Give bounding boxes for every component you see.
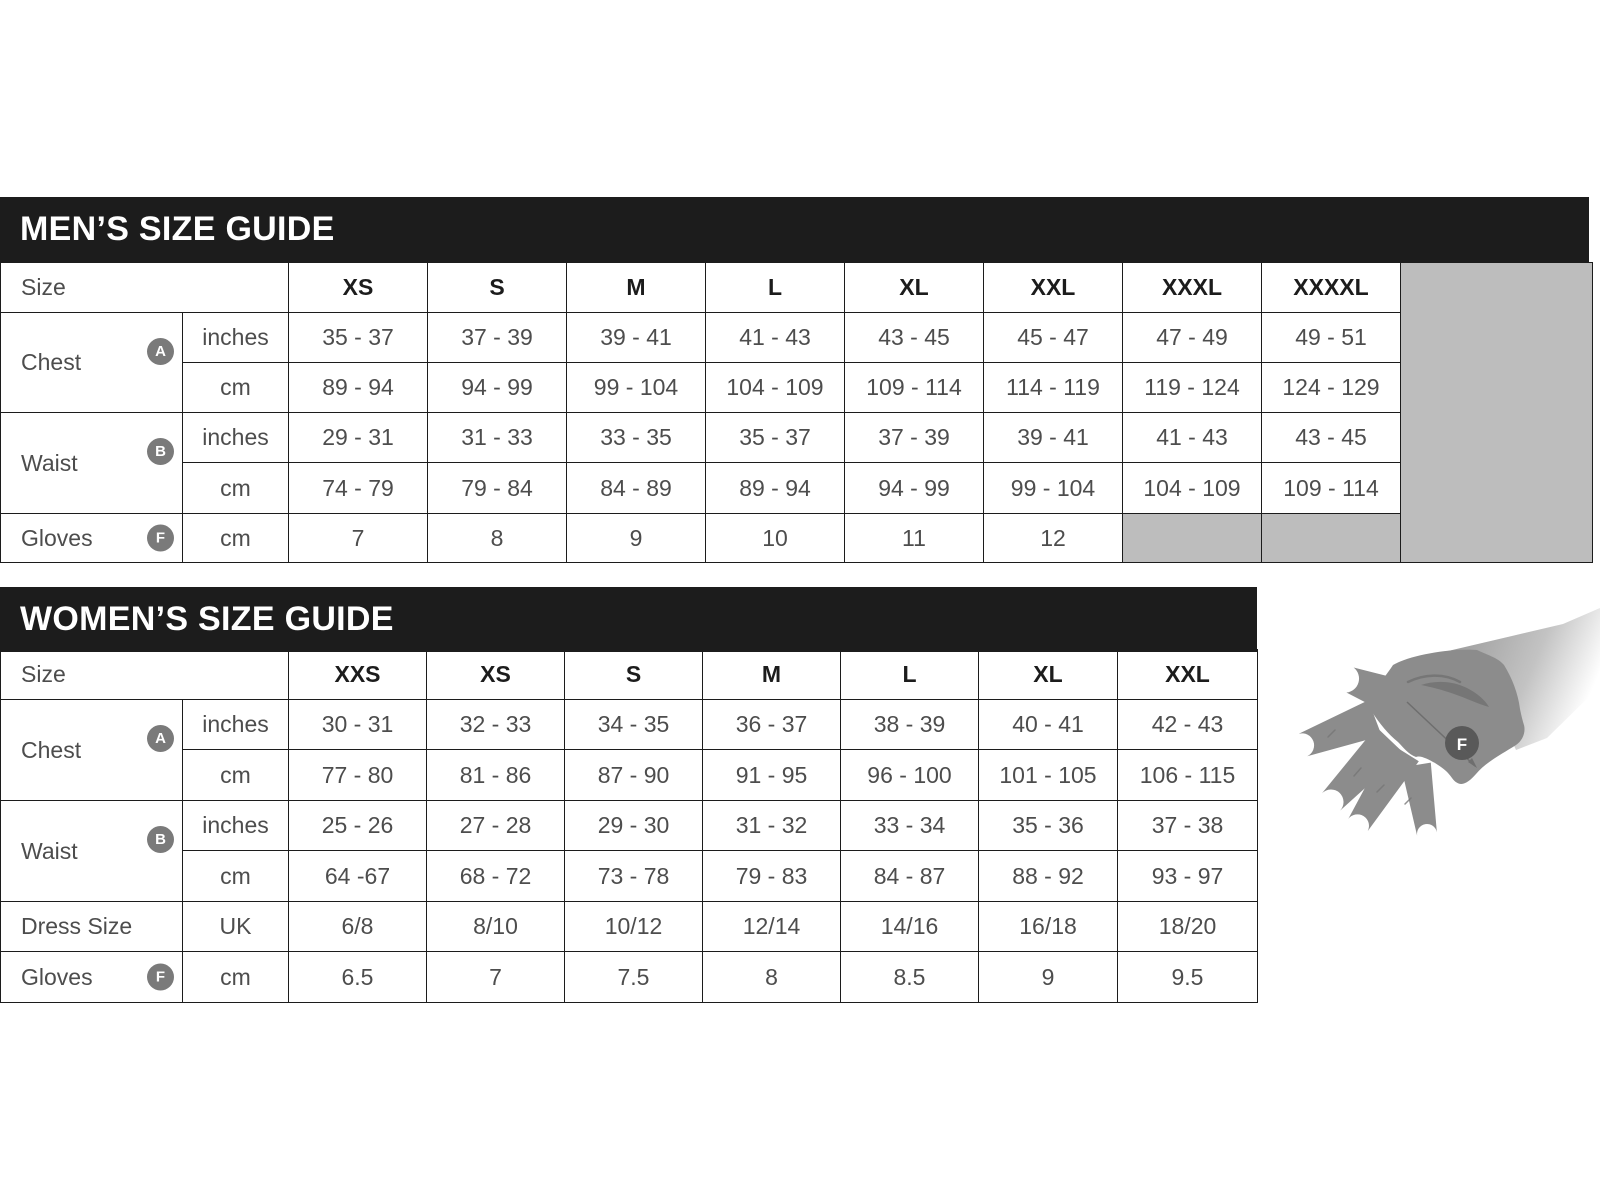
svg-text:F: F: [1457, 735, 1467, 754]
